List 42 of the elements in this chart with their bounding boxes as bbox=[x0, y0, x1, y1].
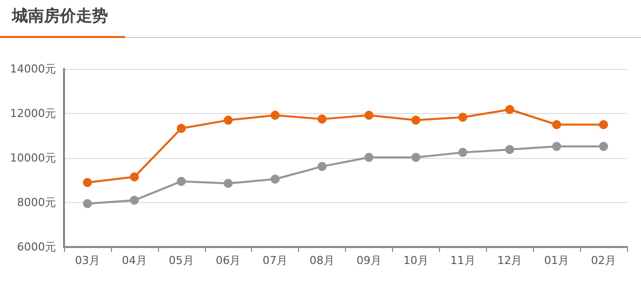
y-tick-label: 12000元 bbox=[10, 107, 56, 120]
x-tick-label: 06月 bbox=[216, 254, 241, 267]
point bbox=[82, 178, 92, 187]
y-tick-label: 14000元 bbox=[10, 62, 56, 76]
x-tick-label: 11月 bbox=[450, 254, 476, 267]
point bbox=[364, 110, 374, 120]
x-tick-label: 07月 bbox=[262, 254, 288, 267]
point bbox=[270, 174, 280, 184]
point bbox=[318, 114, 327, 124]
y-tick-label: 6000元 bbox=[17, 240, 56, 254]
x-tick-label: 02月 bbox=[591, 254, 616, 267]
y-tick-label: 8000元 bbox=[17, 196, 56, 209]
point bbox=[82, 199, 92, 208]
point bbox=[411, 116, 420, 125]
point bbox=[552, 120, 562, 130]
x-tick-label: 09月 bbox=[356, 254, 382, 267]
point bbox=[224, 116, 233, 125]
point bbox=[458, 112, 468, 122]
point bbox=[505, 145, 514, 154]
point bbox=[270, 110, 280, 120]
point bbox=[130, 196, 139, 205]
point bbox=[130, 172, 139, 182]
point bbox=[599, 120, 608, 130]
x-tick-label: 08月 bbox=[310, 254, 335, 267]
y-tick-label: 10000元 bbox=[10, 152, 56, 164]
point bbox=[176, 176, 186, 186]
point bbox=[552, 142, 562, 151]
point bbox=[364, 152, 374, 162]
x-tick-label: 10月 bbox=[403, 254, 428, 267]
point bbox=[318, 162, 327, 171]
x-tick-label: 04月 bbox=[122, 254, 147, 267]
point bbox=[411, 152, 420, 162]
x-tick-label: 05月 bbox=[168, 254, 194, 267]
point bbox=[599, 142, 608, 151]
x-tick-label: 01月 bbox=[544, 254, 570, 267]
point bbox=[224, 178, 233, 188]
point bbox=[176, 124, 186, 133]
point bbox=[458, 148, 468, 157]
x-tick-label: 12月 bbox=[497, 254, 522, 267]
x-tick-label: 03月 bbox=[74, 254, 100, 267]
point bbox=[505, 104, 514, 114]
chart-title: 城南房价走势 bbox=[12, 6, 108, 27]
